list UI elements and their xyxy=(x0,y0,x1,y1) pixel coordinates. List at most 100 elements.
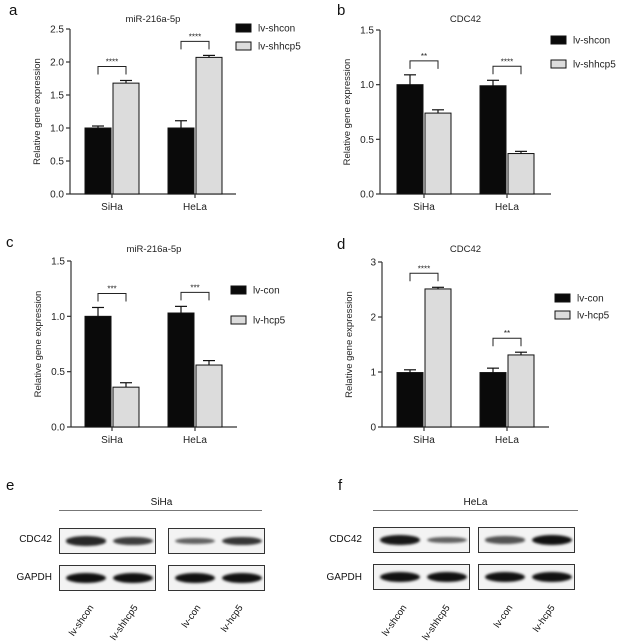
y-tick-label: 1.5 xyxy=(50,91,64,102)
bar-treatment xyxy=(424,288,452,428)
blot-band xyxy=(485,572,525,582)
x-tick-label: HeLa xyxy=(183,435,207,446)
significance-stars: ** xyxy=(504,329,510,338)
y-tick-label: 1.0 xyxy=(360,80,374,91)
x-tick-label: SiHa xyxy=(101,435,123,446)
significance-bracket xyxy=(409,60,439,69)
bar-treatment xyxy=(507,153,535,195)
blot-band xyxy=(113,573,153,583)
panel-letter-d: d xyxy=(337,236,346,253)
bar-treatment xyxy=(195,56,223,195)
bar-control xyxy=(84,315,112,428)
y-tick-label: 1.0 xyxy=(50,124,64,135)
legend-label: lv-hcp5 xyxy=(253,316,286,327)
legend-label: lv-hcp5 xyxy=(577,311,610,322)
bar-chart-c: miR-216a-5p Relative gene expression 0.0 0.… xyxy=(33,244,286,446)
bar-treatment xyxy=(507,354,535,428)
bar-control xyxy=(479,85,507,195)
y-tick-label: 0.0 xyxy=(51,423,65,434)
blot-band xyxy=(427,536,467,544)
x-tick-label: SiHa xyxy=(101,202,123,213)
lane-label: lv-con xyxy=(491,603,516,631)
significance-bracket xyxy=(180,40,210,50)
significance-bracket xyxy=(180,291,210,301)
significance-bracket xyxy=(492,337,522,347)
bar-treatment xyxy=(424,112,452,195)
panel-letter-e: e xyxy=(6,477,15,494)
legend-label: lv-con xyxy=(577,294,604,305)
y-tick-label: 0.5 xyxy=(360,135,374,146)
panel-letter-a: a xyxy=(9,2,18,19)
y-axis-label: Relative gene expression xyxy=(342,59,353,166)
blot-band xyxy=(427,572,467,582)
blot-gapdh-oe xyxy=(168,565,265,591)
significance-stars: *** xyxy=(190,283,199,292)
lane-label: lv-shcon xyxy=(379,603,410,639)
bar-control xyxy=(396,84,424,195)
bar-treatment xyxy=(112,386,140,428)
legend-swatch-control xyxy=(554,293,571,303)
blot-band xyxy=(485,536,525,544)
legend-swatch-control xyxy=(230,285,247,295)
blot-band xyxy=(66,536,106,546)
row-label-cdc42: CDC42 xyxy=(329,534,362,545)
legend-swatch-treatment xyxy=(554,310,571,320)
significance-stars: *** xyxy=(107,284,116,293)
blot-band xyxy=(380,535,420,545)
significance-bracket xyxy=(97,65,127,75)
chart-title: miR-216a-5p xyxy=(127,244,182,255)
chart-title: miR-216a-5p xyxy=(126,14,181,25)
significance-bracket xyxy=(97,292,127,302)
blot-gapdh-sh xyxy=(373,564,470,590)
y-tick-label: 0 xyxy=(370,423,376,434)
panel-letter-c: c xyxy=(6,234,14,251)
y-axis-label: Relative gene expression xyxy=(344,291,355,398)
legend-swatch-control xyxy=(550,35,567,45)
x-tick-label: HeLa xyxy=(183,202,207,213)
blot-gapdh-oe xyxy=(478,564,575,590)
x-tick-label: SiHa xyxy=(413,435,435,446)
significance-stars: ** xyxy=(421,52,427,61)
bar-control xyxy=(84,127,112,195)
bar-control xyxy=(396,372,424,428)
chart-title: CDC42 xyxy=(450,244,481,255)
y-tick-label: 0.0 xyxy=(50,190,64,201)
bar-treatment xyxy=(195,364,223,428)
blot-divider xyxy=(59,510,262,511)
y-tick-label: 0.0 xyxy=(360,190,374,201)
blot-cdc42-sh xyxy=(373,527,470,553)
bar-control xyxy=(479,372,507,428)
panel-letter-b: b xyxy=(337,2,346,19)
blot-cdc42-oe xyxy=(478,527,575,553)
blot-band xyxy=(113,536,153,546)
significance-bracket xyxy=(409,272,439,282)
y-tick-label: 2.0 xyxy=(50,58,64,69)
blot-band xyxy=(380,572,420,582)
lane-label: lv-hcp5 xyxy=(219,603,247,635)
y-tick-label: 0.5 xyxy=(51,367,65,378)
lane-label: lv-con xyxy=(179,603,204,631)
blot-divider xyxy=(373,510,578,511)
legend-label: lv-shhcp5 xyxy=(573,60,616,71)
blot-band xyxy=(222,536,262,546)
lane-label: lv-shcon xyxy=(66,603,97,639)
legend-label: lv-shcon xyxy=(258,24,295,35)
x-tick-label: SiHa xyxy=(413,202,435,213)
x-tick-label: HeLa xyxy=(495,202,519,213)
y-tick-label: 2 xyxy=(370,313,376,324)
y-tick-label: 1.5 xyxy=(360,26,374,37)
blot-band xyxy=(66,573,106,583)
y-tick-label: 3 xyxy=(370,258,376,269)
y-axis-label: Relative gene expression xyxy=(32,58,43,165)
legend-swatch-control xyxy=(235,23,252,33)
legend-swatch-treatment xyxy=(235,41,252,51)
legend-swatch-treatment xyxy=(550,59,567,69)
bar-chart-a: miR-216a-5p Relative gene expression 0.0 0.… xyxy=(32,14,301,213)
significance-stars: **** xyxy=(189,32,201,41)
legend-label: lv-con xyxy=(253,286,280,297)
significance-stars: **** xyxy=(106,57,118,66)
row-label-gapdh: GAPDH xyxy=(326,572,362,583)
blot-band xyxy=(175,537,215,545)
significance-bracket xyxy=(492,65,522,75)
